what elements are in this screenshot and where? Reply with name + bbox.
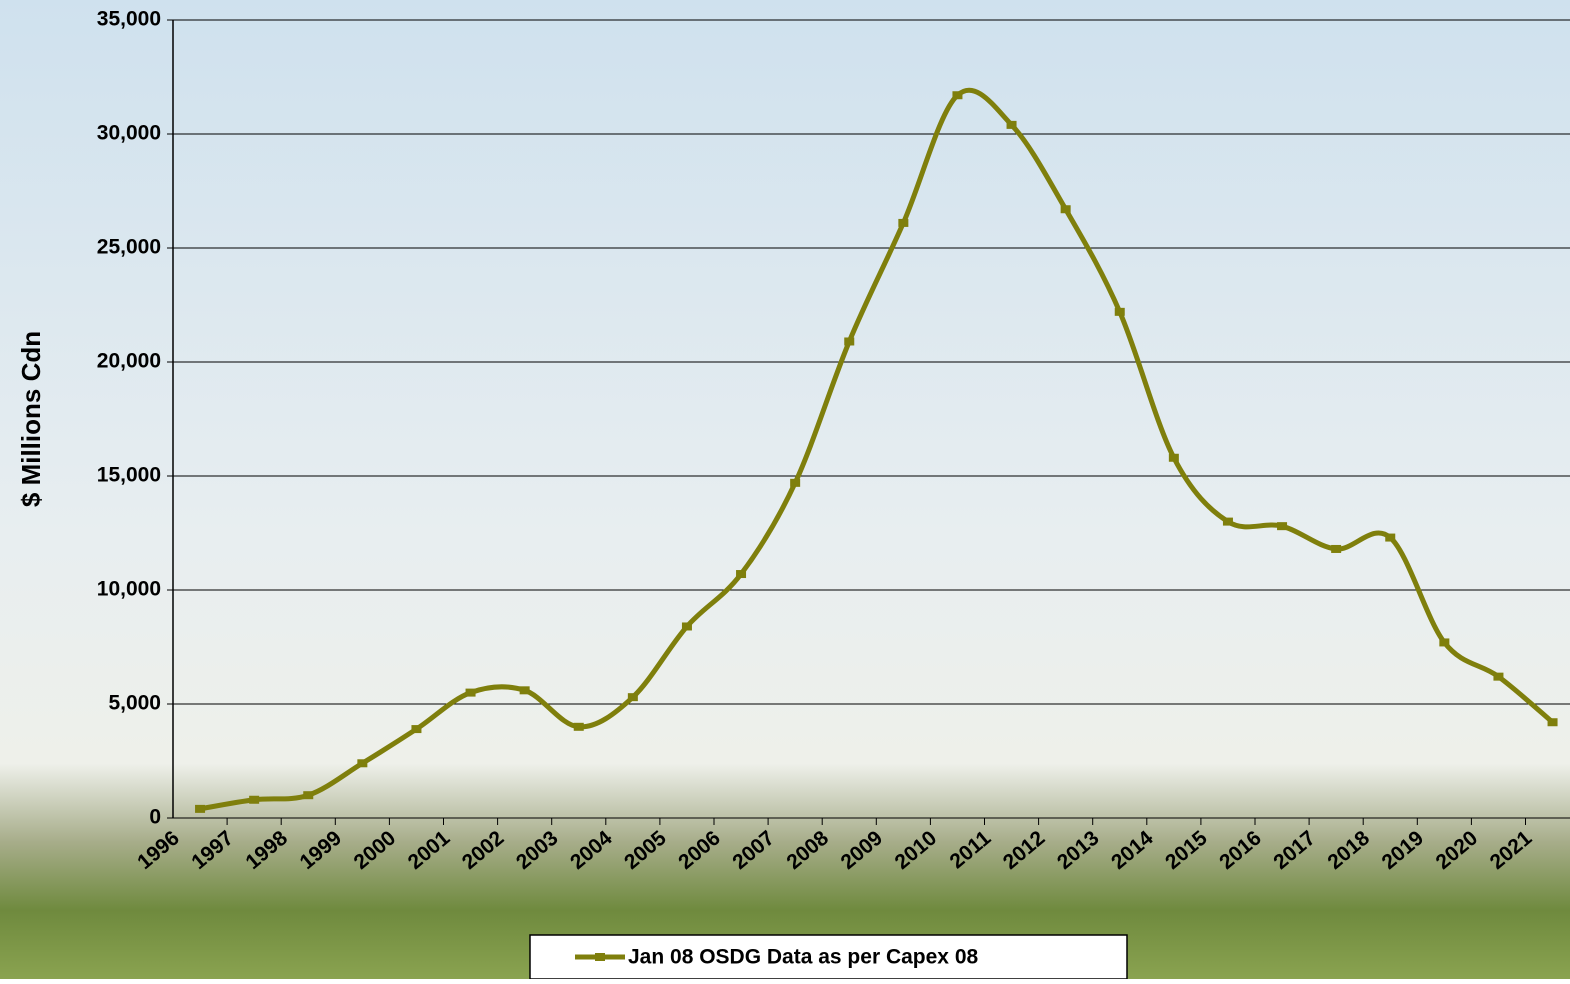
data-point	[519, 686, 530, 695]
data-point	[1277, 522, 1288, 531]
data-point	[790, 478, 801, 487]
data-point	[898, 218, 909, 227]
data-point	[1168, 453, 1179, 462]
data-point	[1439, 638, 1450, 647]
y-tick-label: 5,000	[108, 692, 161, 715]
data-point	[681, 622, 692, 631]
y-tick-label: 35,000	[97, 8, 161, 31]
data-point	[303, 791, 314, 800]
data-point	[1222, 517, 1233, 526]
y-tick-label: 25,000	[97, 236, 161, 259]
data-point	[465, 688, 476, 697]
legend-marker	[595, 953, 605, 961]
data-point	[627, 693, 638, 702]
data-point	[195, 804, 206, 813]
y-tick-label: 15,000	[97, 464, 161, 487]
plot-area: 0 5,000 10,000 15,000 20,000 25,000 30,000 35,0…	[97, 8, 1570, 874]
data-point	[1060, 205, 1071, 214]
data-point	[1006, 120, 1017, 129]
y-tick-label: 30,000	[97, 122, 161, 145]
data-point	[1547, 718, 1558, 727]
data-point	[844, 337, 855, 346]
data-point	[573, 722, 584, 731]
data-point	[249, 795, 260, 804]
data-point	[1493, 672, 1504, 681]
data-point	[411, 725, 422, 734]
legend-label: Jan 08 OSDG Data as per Capex 08	[628, 946, 978, 969]
y-axis-title: $ Millions Cdn	[16, 331, 46, 507]
data-point	[1114, 307, 1125, 316]
data-point	[1331, 544, 1342, 553]
data-point	[357, 759, 368, 768]
series-line	[199, 87, 1555, 812]
y-tick-label: 0	[149, 806, 161, 829]
data-point	[952, 91, 963, 100]
y-tick-label: 10,000	[97, 578, 161, 601]
data-point	[736, 570, 747, 579]
data-point	[1385, 533, 1396, 542]
y-tick-label: 20,000	[97, 350, 161, 373]
